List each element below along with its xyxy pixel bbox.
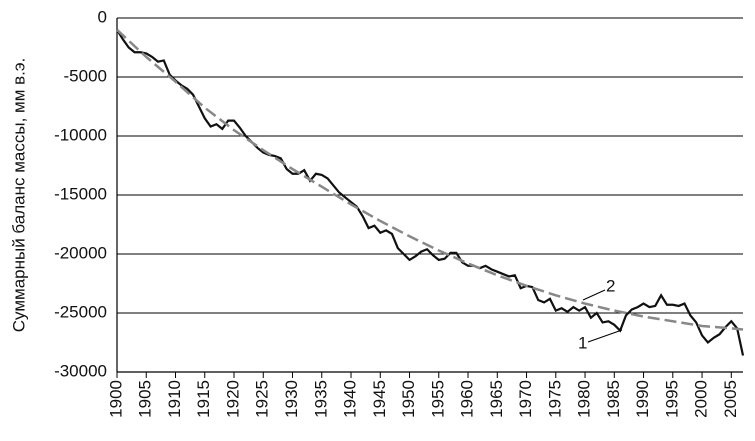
y-tick-label: -25000 [54,302,107,321]
y-tick-label: 0 [98,7,107,26]
y-tick-label: -20000 [54,243,107,262]
x-tick-label: 1920 [223,380,242,418]
y-tick-label: -10000 [54,125,107,144]
leader-line [587,329,623,343]
y-tick-label: -15000 [54,184,107,203]
x-tick-label: 1975 [545,380,564,418]
x-tick-label: 1960 [458,380,477,418]
annotation: 1 [578,333,587,352]
x-tick-label: 1940 [341,380,360,418]
x-tick-label: 1935 [311,380,330,418]
x-tick-label: 1970 [516,380,535,418]
annotation: 2 [606,276,615,295]
x-tick-label: 1900 [106,380,125,418]
x-tick-label: 1990 [633,380,652,418]
x-tick-label: 1915 [194,380,213,418]
y-tick-label: -5000 [64,66,107,85]
x-tick-label: 1985 [604,380,623,418]
x-tick-label: 1930 [282,380,301,418]
x-tick-label: 1995 [662,380,681,418]
series-line [116,28,744,331]
x-tick-label: 1945 [370,380,389,418]
x-tick-label: 1965 [487,380,506,418]
x-tick-label: 1910 [165,380,184,418]
series-line [116,29,745,356]
x-tick-label: 1905 [136,380,155,418]
leader-line [582,289,606,301]
x-tick-label: 2005 [721,380,740,418]
x-tick-label: 2000 [692,380,711,418]
x-tick-label: 1955 [428,380,447,418]
y-tick-label: -30000 [54,361,107,380]
y-axis-label: Суммарный баланс массы, мм в.э. [9,58,28,333]
x-tick-label: 1950 [399,380,418,418]
x-tick-label: 1925 [253,380,272,418]
x-tick-label: 1980 [575,380,594,418]
